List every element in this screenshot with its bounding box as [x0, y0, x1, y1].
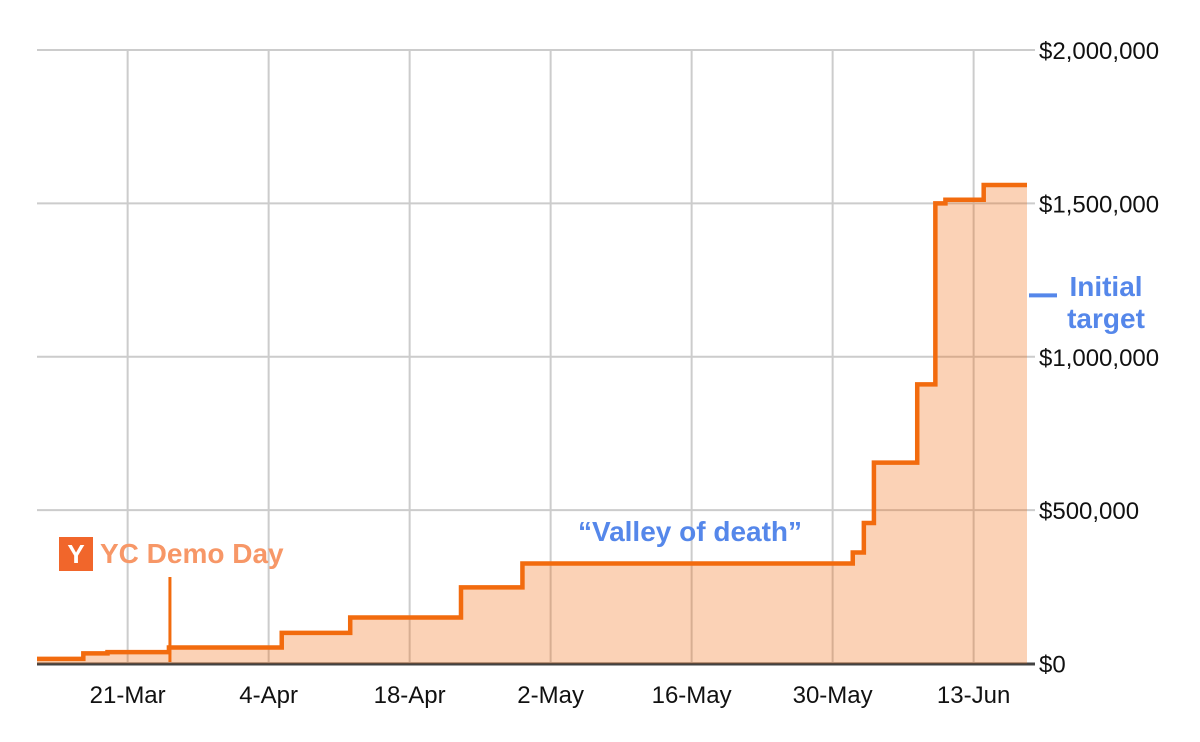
x-axis-label: 18-Apr [374, 682, 446, 709]
y-axis-label: $2,000,000 [1039, 38, 1159, 65]
initial-target-label-line1: Initial [1069, 271, 1143, 302]
yc-demo-day-label: YC Demo Day [100, 538, 284, 569]
y-axis-label: $1,500,000 [1039, 191, 1159, 218]
x-axis-label: 4-Apr [239, 682, 298, 709]
y-axis-label: $0 [1039, 652, 1066, 679]
x-axis-label: 2-May [517, 682, 584, 709]
yc-logo: Y [59, 537, 93, 571]
series-line [37, 182, 1027, 662]
x-axis-label: 13-Jun [937, 682, 1010, 709]
y-axis-label: $500,000 [1039, 498, 1139, 525]
x-axis-label: 21-Mar [90, 682, 166, 709]
valley-of-death-label: “Valley of death” [577, 516, 803, 547]
x-axis-label: 16-May [652, 682, 732, 709]
initial-target-label-line2: target [1067, 303, 1145, 334]
initial-target-label: Initial target [1060, 271, 1152, 335]
y-axis-label: $1,000,000 [1039, 345, 1159, 372]
area-fill [37, 184, 1027, 664]
x-axis-label: 30-May [793, 682, 873, 709]
